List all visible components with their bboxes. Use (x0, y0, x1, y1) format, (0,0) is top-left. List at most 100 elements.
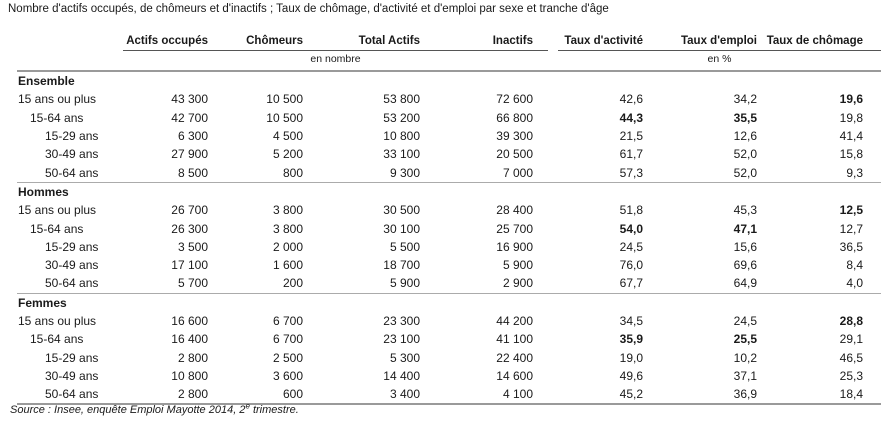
row-label: 15 ans ou plus (18, 203, 97, 218)
group-gap (548, 219, 558, 237)
value-cell: 22 400 (496, 350, 533, 365)
group-gap (548, 274, 558, 293)
value-cell: 8,4 (846, 258, 863, 273)
value-cell: 34,2 (733, 92, 757, 107)
value-cell: 24,5 (619, 239, 643, 254)
table-row: 30-49 ans 27 900 5 200 33 100 20 500 61,7 52,0… (17, 145, 881, 163)
col-header-total-actifs: Total Actifs (308, 33, 425, 51)
value-cell: 36,5 (839, 239, 863, 254)
group-gap (548, 50, 558, 72)
value-cell: 54,0 (619, 221, 643, 236)
value-cell: 2 900 (502, 276, 533, 291)
value-cell: 64,9 (733, 276, 757, 291)
table-row: 15 ans ou plus 43 300 10 500 53 800 72 600 42… (17, 90, 881, 108)
value-cell: 41 100 (496, 332, 533, 347)
row-label: 15-29 ans (45, 129, 99, 144)
value-cell: 15,8 (839, 147, 863, 162)
table-row: 30-49 ans 17 100 1 600 18 700 5 900 76,0 69,6 8… (17, 256, 881, 274)
row-label: 30-49 ans (45, 147, 99, 162)
value-cell: 16 900 (496, 239, 533, 254)
value-cell: 30 500 (383, 203, 420, 218)
group-gap (548, 330, 558, 348)
section-label: Ensemble (18, 74, 75, 89)
source-note: Source : Insee, enquête Emploi Mayotte 2… (10, 402, 299, 416)
row-label: 30-49 ans (45, 368, 99, 383)
value-cell: 6 700 (272, 314, 303, 328)
row-label: 15-64 ans (30, 332, 84, 347)
group-gap (548, 90, 558, 108)
value-cell: 53 200 (383, 110, 420, 125)
value-cell: 42,6 (619, 92, 643, 107)
value-cell: 46,5 (839, 350, 863, 365)
group-gap (548, 312, 558, 330)
value-cell: 35,5 (733, 110, 757, 125)
col-header-inactifs: Inactifs (425, 33, 548, 51)
value-cell: 53 800 (383, 92, 420, 107)
table-row: 15 ans ou plus 26 700 3 800 30 500 28 400 51,… (17, 201, 881, 219)
statistics-table: Actifs occupés Chômeurs Total Actifs Ina… (17, 33, 881, 406)
value-cell: 67,7 (619, 276, 643, 291)
value-cell: 45,2 (619, 387, 643, 402)
col-header-taux-emploi: Taux d'emploi (648, 33, 762, 51)
value-cell: 43 300 (171, 92, 208, 107)
table-row: 15-64 ans 42 700 10 500 53 200 66 800 44,3 35,… (17, 109, 881, 127)
value-cell: 37,1 (733, 368, 757, 383)
row-label: 15-64 ans (30, 110, 84, 125)
value-cell: 21,5 (619, 129, 643, 144)
value-cell: 18,4 (839, 387, 863, 402)
value-cell: 5 500 (389, 239, 420, 254)
group-gap (548, 163, 558, 182)
value-cell: 10,2 (733, 350, 757, 365)
value-cell: 47,1 (733, 221, 757, 236)
table-row: 15-29 ans 6 300 4 500 10 800 39 300 21,5 12,6 4… (17, 127, 881, 145)
value-cell: 66 800 (496, 110, 533, 125)
value-cell: 39 300 (496, 129, 533, 144)
value-cell: 29,1 (839, 332, 863, 347)
row-label: 15 ans ou plus (18, 92, 97, 107)
value-cell: 76,0 (619, 258, 643, 273)
value-cell: 2 500 (272, 350, 303, 365)
row-label: 30-49 ans (45, 258, 99, 273)
value-cell: 14 400 (383, 368, 420, 383)
group-gap (548, 33, 558, 51)
value-cell: 35,9 (619, 332, 643, 347)
group-gap (548, 385, 558, 404)
table-row: 50-64 ans 8 500 800 9 300 7 000 57,3 52,0 9,3 (17, 163, 881, 182)
value-cell: 9,3 (846, 165, 863, 180)
value-cell: 10 500 (266, 110, 303, 125)
row-label: 15-29 ans (45, 350, 99, 365)
value-cell: 45,3 (733, 203, 757, 218)
value-cell: 36,9 (733, 387, 757, 402)
column-header-row: Actifs occupés Chômeurs Total Actifs Ina… (17, 33, 881, 51)
value-cell: 7 000 (502, 165, 533, 180)
value-cell: 16 400 (171, 332, 208, 347)
value-cell: 18 700 (383, 258, 420, 273)
row-label: 50-64 ans (45, 276, 99, 291)
value-cell: 2 800 (177, 387, 208, 402)
group-gap (548, 145, 558, 163)
value-cell: 27 900 (171, 147, 208, 162)
value-cell: 44 200 (496, 314, 533, 328)
value-cell: 1 600 (272, 258, 303, 273)
value-cell: 28,8 (839, 314, 863, 328)
table-row: 15-64 ans 26 300 3 800 30 100 25 700 54,0 47,1… (17, 219, 881, 237)
value-cell: 4 100 (502, 387, 533, 402)
col-header-taux-chomage: Taux de chômage (762, 33, 881, 51)
value-cell: 5 700 (177, 276, 208, 291)
value-cell: 33 100 (383, 147, 420, 162)
value-cell: 5 200 (272, 147, 303, 162)
table-row: 15 ans ou plus 16 600 6 700 23 300 44 200 34,… (17, 312, 881, 330)
value-cell: 6 300 (177, 129, 208, 144)
value-cell: 72 600 (496, 92, 533, 107)
section-label: Hommes (17, 181, 881, 202)
value-cell: 4 500 (272, 129, 303, 144)
value-cell: 2 000 (272, 239, 303, 254)
col-header-taux-activite: Taux d'activité (558, 33, 648, 51)
table-row: 15-29 ans 3 500 2 000 5 500 16 900 24,5 15,6 36… (17, 238, 881, 256)
group-gap (548, 367, 558, 385)
value-cell: 10 800 (171, 368, 208, 383)
value-cell: 34,5 (619, 314, 643, 328)
value-cell: 25,5 (733, 332, 757, 347)
value-cell: 30 100 (383, 221, 420, 236)
value-cell: 2 800 (177, 350, 208, 365)
